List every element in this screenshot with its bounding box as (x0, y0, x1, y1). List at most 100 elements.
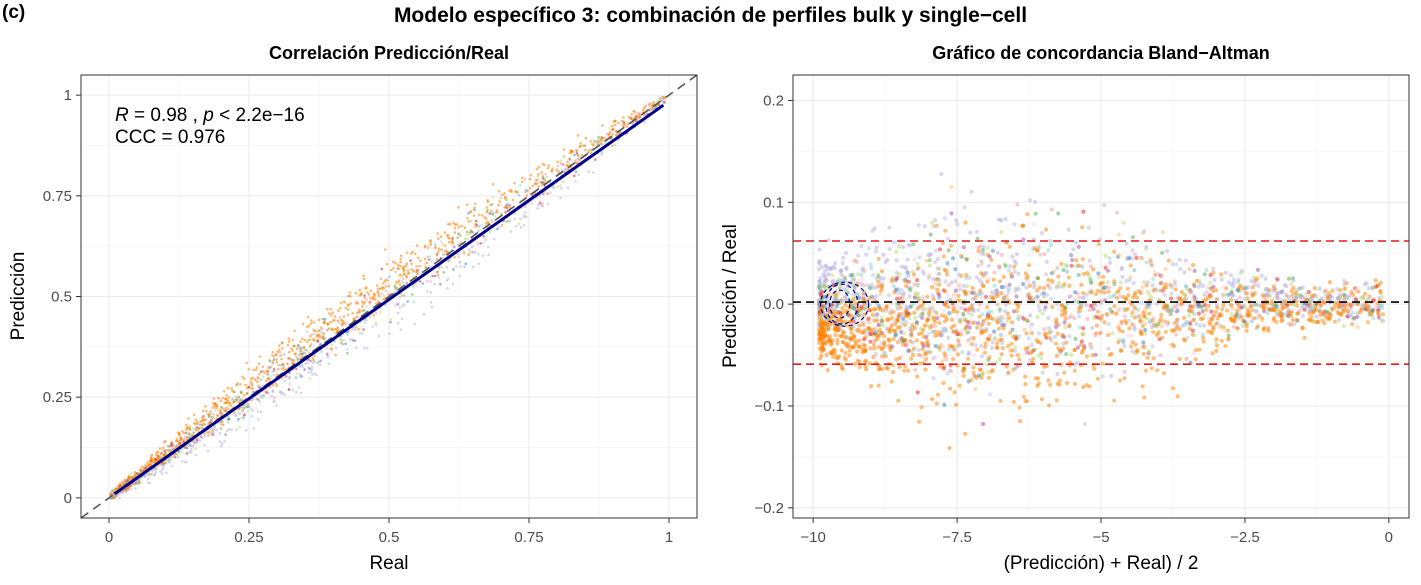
scatter-point (1162, 371, 1167, 376)
scatter-point (999, 230, 1004, 235)
scatter-point (1215, 305, 1220, 310)
scatter-point (349, 302, 353, 305)
scatter-point (1079, 282, 1084, 287)
scatter-point (1036, 376, 1041, 381)
scatter-point (492, 237, 496, 241)
x-tick-label: 0 (105, 529, 113, 546)
scatter-point (981, 244, 986, 249)
scatter-point (166, 444, 170, 448)
scatter-point (1013, 365, 1019, 371)
scatter-point (1171, 328, 1176, 333)
scatter-point (956, 293, 961, 298)
scatter-point (299, 340, 302, 343)
scatter-point (308, 345, 312, 348)
scatter-point (840, 367, 845, 372)
scatter-point (870, 228, 875, 233)
scatter-point (167, 459, 170, 463)
x-tick-label: −10 (800, 529, 825, 546)
scatter-point (977, 291, 982, 296)
scatter-point (1173, 287, 1178, 292)
scatter-point (926, 331, 931, 336)
scatter-point (841, 255, 846, 260)
scatter-point (999, 252, 1004, 258)
scatter-point (1245, 311, 1251, 316)
scatter-point (1300, 285, 1305, 290)
scatter-point (140, 481, 143, 485)
scatter-point (620, 119, 624, 123)
scatter-point (372, 314, 375, 317)
scatter-point (351, 312, 354, 315)
scatter-point (1027, 295, 1032, 300)
scatter-point (1304, 298, 1309, 303)
scatter-point (1133, 342, 1138, 347)
scatter-point (898, 324, 903, 330)
scatter-point (868, 332, 873, 337)
scatter-point (457, 253, 460, 256)
scatter-point (819, 344, 825, 350)
scatter-point (1282, 282, 1287, 288)
scatter-point (1215, 296, 1220, 301)
scatter-point (995, 341, 1000, 346)
scatter-point (301, 337, 304, 341)
scatter-point (922, 224, 927, 229)
scatter-point (1234, 311, 1239, 316)
scatter-point (1376, 315, 1381, 320)
scatter-point (138, 478, 142, 482)
scatter-point (156, 454, 160, 458)
scatter-point (198, 423, 201, 426)
scatter-point (333, 315, 337, 318)
scatter-point (365, 319, 369, 322)
scatter-point (1365, 320, 1370, 325)
scatter-point (840, 277, 846, 282)
scatter-point (965, 319, 970, 324)
scatter-point (1014, 309, 1019, 314)
scatter-point (376, 284, 379, 287)
scatter-point (1095, 288, 1100, 293)
scatter-point (839, 348, 844, 353)
scatter-point (643, 102, 647, 106)
scatter-point (816, 332, 822, 337)
scatter-point (162, 464, 165, 467)
scatter-point (1141, 340, 1146, 345)
scatter-point (953, 402, 959, 407)
scatter-point (1313, 307, 1319, 312)
scatter-point (844, 266, 849, 272)
scatter-point (281, 347, 284, 350)
scatter-point (924, 356, 929, 362)
scatter-point (862, 337, 867, 342)
scatter-point (321, 334, 324, 338)
scatter-point (969, 189, 974, 194)
scatter-point (442, 256, 445, 260)
scatter-point (265, 369, 269, 372)
scatter-point (1119, 265, 1124, 270)
scatter-point (1380, 312, 1386, 317)
scatter-point (291, 338, 295, 342)
scatter-point (473, 208, 476, 212)
scatter-point (862, 269, 867, 274)
scatter-point (162, 466, 165, 470)
scatter-point (997, 279, 1003, 284)
scatter-point (1206, 303, 1211, 309)
scatter-point (271, 383, 275, 387)
scatter-point (946, 282, 951, 288)
scatter-point (405, 281, 409, 285)
scatter-point (1095, 309, 1101, 314)
scatter-point (1063, 316, 1068, 321)
scatter-point (941, 254, 946, 259)
scatter-point (935, 316, 940, 321)
scatter-point (1038, 340, 1043, 345)
scatter-point (397, 264, 400, 267)
scatter-point (951, 357, 956, 362)
scatter-point (822, 278, 827, 283)
scatter-point (435, 253, 439, 257)
scatter-point (111, 489, 115, 493)
scatter-point (925, 341, 930, 346)
scatter-point (1046, 315, 1051, 321)
scatter-point (342, 300, 346, 304)
scatter-point (185, 436, 189, 439)
scatter-point (1131, 281, 1136, 286)
scatter-point (827, 337, 832, 342)
scatter-point (1302, 335, 1307, 340)
scatter-point (970, 302, 975, 307)
scatter-point (240, 391, 243, 395)
